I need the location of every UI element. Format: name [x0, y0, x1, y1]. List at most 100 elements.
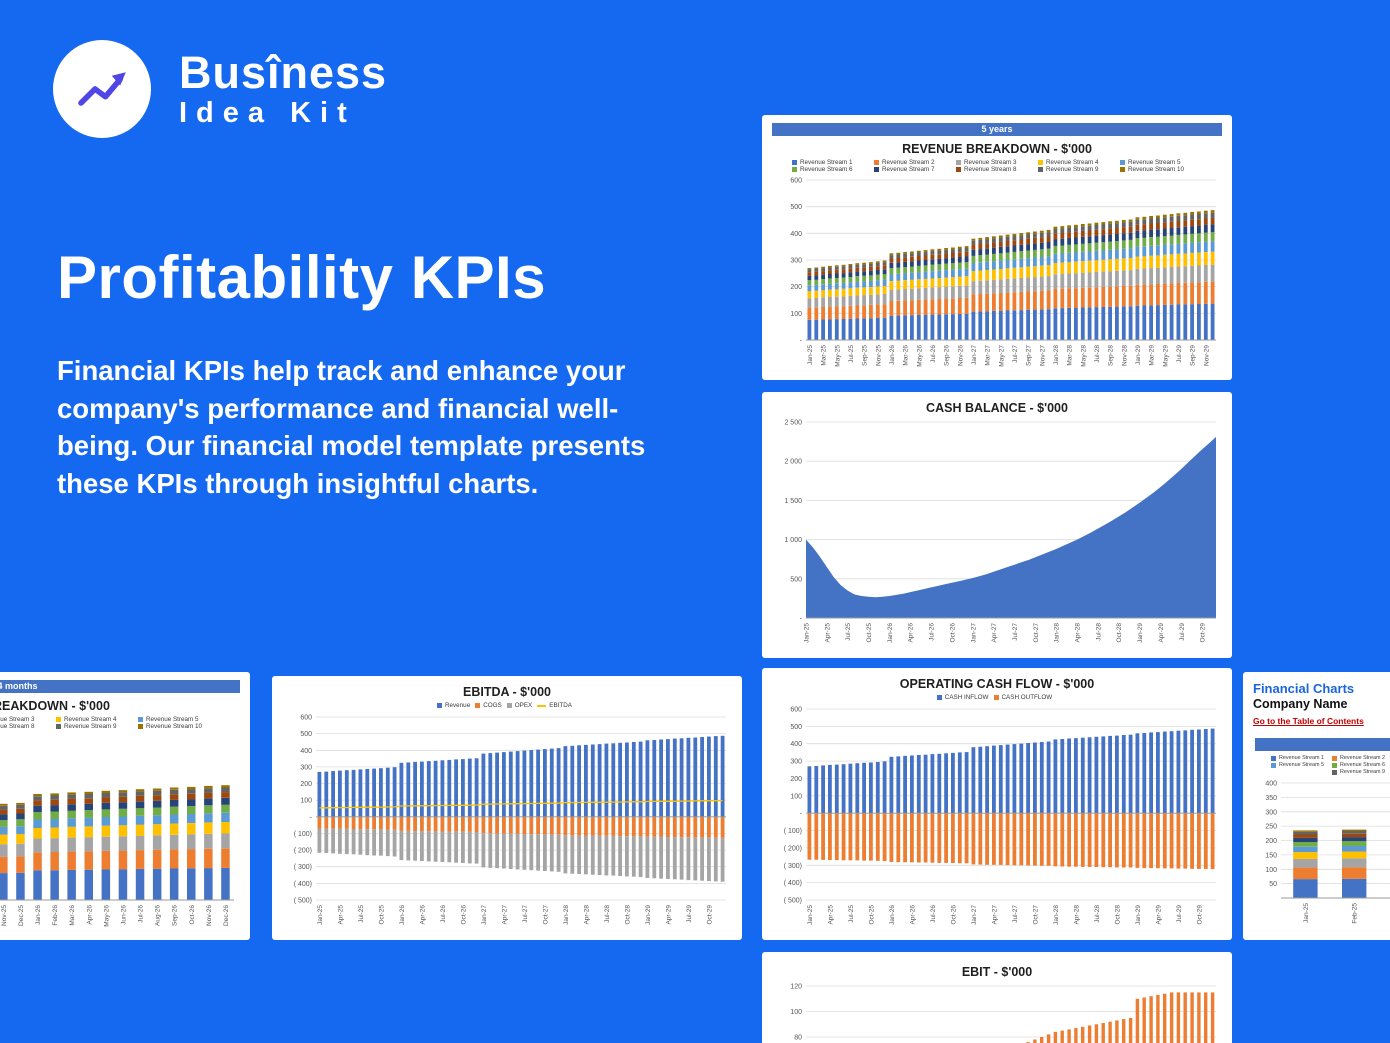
svg-text:Oct-29: Oct-29	[706, 905, 713, 925]
legend-swatch	[956, 160, 961, 165]
svg-text:Nov-25: Nov-25	[875, 345, 882, 366]
svg-text:( 200): ( 200)	[294, 848, 312, 855]
table-of-contents-link[interactable]: Go to the Table of Contents	[1253, 716, 1364, 726]
svg-text:Mar-25: Mar-25	[821, 345, 828, 366]
legend-item: Revenue Stream 2	[1332, 755, 1388, 761]
svg-text:( 400): ( 400)	[784, 880, 802, 887]
period-header: 24 months	[0, 680, 240, 693]
legend-item: EBITDA	[537, 702, 572, 709]
svg-text:200: 200	[790, 284, 802, 291]
svg-text:Jul-29: Jul-29	[1179, 623, 1186, 641]
svg-text:Jul-26: Jul-26	[138, 905, 145, 923]
ebitda-card: EBITDA - $'000 Revenue COGS OPEX EBITDA 600…	[272, 676, 742, 940]
svg-text:500: 500	[790, 724, 802, 731]
svg-text:600: 600	[790, 178, 802, 185]
legend-item: COGS	[475, 702, 502, 709]
svg-text:100: 100	[1265, 867, 1277, 874]
trend-arrow-icon	[78, 72, 126, 106]
legend-item: Revenue Stream 5	[1271, 762, 1327, 768]
legend-item: Revenue Stream 10	[138, 723, 220, 730]
svg-text:Jul-27: Jul-27	[1012, 345, 1019, 363]
svg-text:Sep-26: Sep-26	[944, 345, 951, 366]
svg-text:Jan-28: Jan-28	[1053, 345, 1060, 365]
svg-text:Mar-26: Mar-26	[903, 345, 910, 366]
legend-swatch	[1332, 755, 1337, 761]
svg-text:Oct-26: Oct-26	[950, 905, 957, 925]
svg-text:Jul-27: Jul-27	[522, 905, 529, 923]
svg-text:Oct-27: Oct-27	[542, 905, 549, 925]
svg-text:( 400): ( 400)	[294, 881, 312, 888]
legend-label: CASH OUTFLOW	[1001, 694, 1053, 701]
svg-text:600: 600	[300, 715, 312, 722]
svg-text:Jul-28: Jul-28	[1094, 345, 1101, 363]
svg-text:Jan-29: Jan-29	[645, 905, 652, 925]
legend-swatch	[56, 724, 61, 729]
legend-swatch	[792, 160, 797, 165]
svg-text:Jan-26: Jan-26	[889, 905, 896, 925]
svg-text:600: 600	[790, 707, 802, 714]
svg-text:400: 400	[1265, 781, 1277, 788]
legend-label: Revenue Stream 9	[1046, 166, 1099, 173]
legend-swatch	[1332, 762, 1337, 768]
ebit-card: EBIT - $'000 12010080604020-Jan-25Apr-25…	[762, 952, 1232, 1043]
mini-revenue-chart: 40035030025020015010050Jan-25Feb-25Mar-2…	[1255, 778, 1390, 935]
svg-text:May-26: May-26	[103, 905, 110, 927]
brand-subname: Idea Kit	[179, 97, 356, 129]
legend-item: Revenue Stream 6	[792, 166, 874, 173]
mini-revenue-card: Revenue Stream 1 Revenue Stream 2 Revenue …	[1253, 736, 1390, 932]
svg-text:Nov-29: Nov-29	[1203, 345, 1210, 366]
svg-text:Jan-26: Jan-26	[889, 345, 896, 365]
svg-text:Nov-27: Nov-27	[1039, 345, 1046, 366]
svg-text:Apr-28: Apr-28	[583, 905, 590, 925]
svg-text:500: 500	[300, 731, 312, 738]
legend-swatch	[1271, 755, 1276, 761]
operating-cash-flow-card: OPERATING CASH FLOW - $'000 CASH INFLOW C…	[762, 668, 1232, 940]
legend-label: Revenue Stream 5	[1279, 762, 1324, 768]
svg-text:350: 350	[1265, 795, 1277, 802]
svg-text:Oct-27: Oct-27	[1032, 905, 1039, 925]
svg-text:250: 250	[1265, 824, 1277, 831]
svg-text:Apr-25: Apr-25	[827, 905, 834, 925]
svg-text:Oct-26: Oct-26	[949, 623, 956, 643]
legend-swatch	[956, 167, 961, 172]
svg-text:Jan-27: Jan-27	[481, 905, 488, 925]
legend-label: Revenue Stream 3	[0, 716, 35, 723]
svg-text:Nov-25: Nov-25	[1, 905, 8, 926]
legend-label: Revenue Stream 3	[964, 159, 1017, 166]
legend-item: Revenue Stream 7	[874, 166, 956, 173]
svg-text:Jul-29: Jul-29	[1176, 345, 1183, 363]
svg-text:50: 50	[1269, 881, 1277, 888]
revenue-breakdown-5y-chart: 600 500 400 300 200 100 - Jan-25 Mar-25 May-25 Jul…	[772, 175, 1222, 377]
legend-label: Revenue Stream 5	[1128, 159, 1181, 166]
chart-title: OPERATING CASH FLOW - $'000	[899, 677, 1095, 691]
svg-text:Jan-25: Jan-25	[807, 345, 814, 365]
svg-text:Feb-25: Feb-25	[1352, 903, 1359, 924]
svg-text:Jan-28: Jan-28	[563, 905, 570, 925]
legend-item: Revenue Stream 6	[1332, 762, 1388, 768]
legend-item: Revenue Stream 9	[56, 723, 138, 730]
svg-text:Oct-29: Oct-29	[1196, 905, 1203, 925]
svg-text:Jul-26: Jul-26	[930, 905, 937, 923]
svg-text:Apr-28: Apr-28	[1075, 623, 1082, 643]
legend-label: Revenue Stream 10	[146, 723, 203, 730]
svg-text:Jul-28: Jul-28	[604, 905, 611, 923]
svg-text:Nov-26: Nov-26	[206, 905, 213, 926]
svg-text:Jun-26: Jun-26	[121, 905, 128, 925]
legend-swatch	[1038, 167, 1043, 172]
panel-title: Financial Charts	[1253, 681, 1355, 696]
chart-title: CASH BALANCE - $'000	[926, 401, 1068, 415]
svg-text:200: 200	[1265, 838, 1277, 845]
operating-cash-flow-chart: 600 500 400 300 200 100 - ( 100) ( 200) ( 300) ( 4…	[772, 704, 1222, 937]
svg-text:Nov-28: Nov-28	[1121, 345, 1128, 366]
page-title: Profitability KPIs	[57, 244, 547, 311]
svg-text:Jan-25: Jan-25	[807, 905, 814, 925]
svg-text:Sep-25: Sep-25	[862, 345, 869, 366]
svg-text:Jan-26: Jan-26	[35, 905, 42, 925]
svg-text:( 500): ( 500)	[294, 898, 312, 905]
legend-item: Revenue Stream 3	[956, 159, 1038, 166]
svg-text:Oct-29: Oct-29	[1200, 623, 1207, 643]
period-header	[1255, 738, 1390, 751]
svg-text:120: 120	[790, 984, 802, 991]
legend-item: CASH OUTFLOW	[993, 694, 1053, 701]
